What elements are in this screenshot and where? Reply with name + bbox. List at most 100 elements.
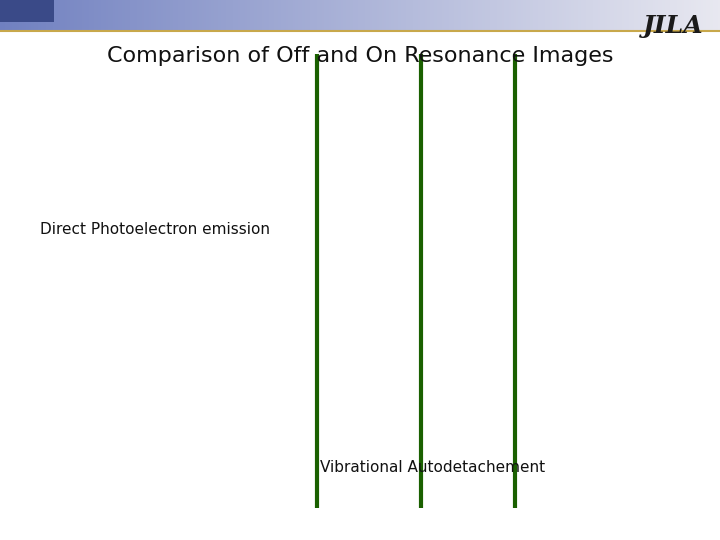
Bar xyxy=(307,0,310,31)
Bar xyxy=(103,0,106,31)
Bar xyxy=(684,0,686,31)
Bar xyxy=(593,0,595,31)
Bar xyxy=(480,0,482,31)
Bar xyxy=(538,0,540,31)
Bar xyxy=(641,0,643,31)
Bar xyxy=(590,0,593,31)
Bar xyxy=(432,0,434,31)
Bar xyxy=(230,0,233,31)
Bar xyxy=(523,0,526,31)
Bar xyxy=(475,0,477,31)
Bar xyxy=(302,0,305,31)
Bar xyxy=(595,0,598,31)
Bar xyxy=(477,0,480,31)
Bar xyxy=(564,0,567,31)
Bar xyxy=(675,0,677,31)
Bar xyxy=(31,0,34,31)
Bar xyxy=(355,0,358,31)
Bar xyxy=(430,0,432,31)
Text: Vibrational Autodetachement: Vibrational Autodetachement xyxy=(320,460,546,475)
Bar xyxy=(672,0,675,31)
Bar xyxy=(274,0,276,31)
Bar xyxy=(403,0,405,31)
Bar xyxy=(216,0,218,31)
Bar xyxy=(209,0,211,31)
Bar xyxy=(317,0,319,31)
Bar xyxy=(110,0,113,31)
Bar xyxy=(50,0,53,31)
Bar xyxy=(698,0,701,31)
Bar xyxy=(605,0,607,31)
Bar xyxy=(0,0,54,22)
Bar xyxy=(650,0,653,31)
Bar xyxy=(636,0,639,31)
Bar xyxy=(473,0,475,31)
Bar xyxy=(603,0,605,31)
Bar xyxy=(581,0,583,31)
Bar xyxy=(437,0,439,31)
Bar xyxy=(247,0,250,31)
Bar xyxy=(324,0,326,31)
Bar xyxy=(463,0,466,31)
Bar xyxy=(379,0,382,31)
Bar xyxy=(336,0,338,31)
Bar xyxy=(693,0,696,31)
Bar xyxy=(153,0,156,31)
Bar xyxy=(691,0,693,31)
Bar xyxy=(72,0,74,31)
Bar xyxy=(466,0,468,31)
Bar xyxy=(557,0,559,31)
Bar xyxy=(415,0,418,31)
Bar xyxy=(45,0,48,31)
Bar xyxy=(293,0,295,31)
Bar xyxy=(504,0,506,31)
Bar xyxy=(27,0,29,31)
Bar xyxy=(305,0,307,31)
Bar xyxy=(257,0,259,31)
Bar xyxy=(322,0,324,31)
Bar xyxy=(91,0,94,31)
Bar xyxy=(36,0,38,31)
Bar xyxy=(562,0,564,31)
Bar xyxy=(574,0,576,31)
Bar xyxy=(439,0,441,31)
Bar xyxy=(125,0,127,31)
Bar xyxy=(197,0,199,31)
Bar xyxy=(610,0,612,31)
Bar xyxy=(271,0,274,31)
Bar xyxy=(711,0,713,31)
Bar xyxy=(410,0,413,31)
Bar xyxy=(151,0,153,31)
Bar xyxy=(516,0,518,31)
Bar xyxy=(408,0,410,31)
Bar xyxy=(295,0,297,31)
Bar xyxy=(171,0,173,31)
Bar xyxy=(5,0,7,31)
Bar xyxy=(185,0,187,31)
Bar xyxy=(521,0,523,31)
Bar xyxy=(639,0,641,31)
Bar xyxy=(343,0,346,31)
Bar xyxy=(518,0,521,31)
Bar xyxy=(7,0,9,31)
Bar xyxy=(391,0,394,31)
Bar xyxy=(81,0,84,31)
Bar xyxy=(259,0,261,31)
Bar xyxy=(250,0,252,31)
Text: Direct Photoelectron emission: Direct Photoelectron emission xyxy=(40,222,269,237)
Bar xyxy=(29,0,31,31)
Bar xyxy=(549,0,552,31)
Bar xyxy=(718,0,720,31)
Bar xyxy=(199,0,202,31)
Bar xyxy=(369,0,372,31)
Bar xyxy=(631,0,634,31)
Bar xyxy=(245,0,247,31)
Bar xyxy=(542,0,545,31)
Bar xyxy=(300,0,302,31)
Bar xyxy=(362,0,365,31)
Bar xyxy=(144,0,146,31)
Bar xyxy=(351,0,353,31)
Bar xyxy=(689,0,691,31)
Bar xyxy=(17,0,19,31)
Bar xyxy=(451,0,454,31)
